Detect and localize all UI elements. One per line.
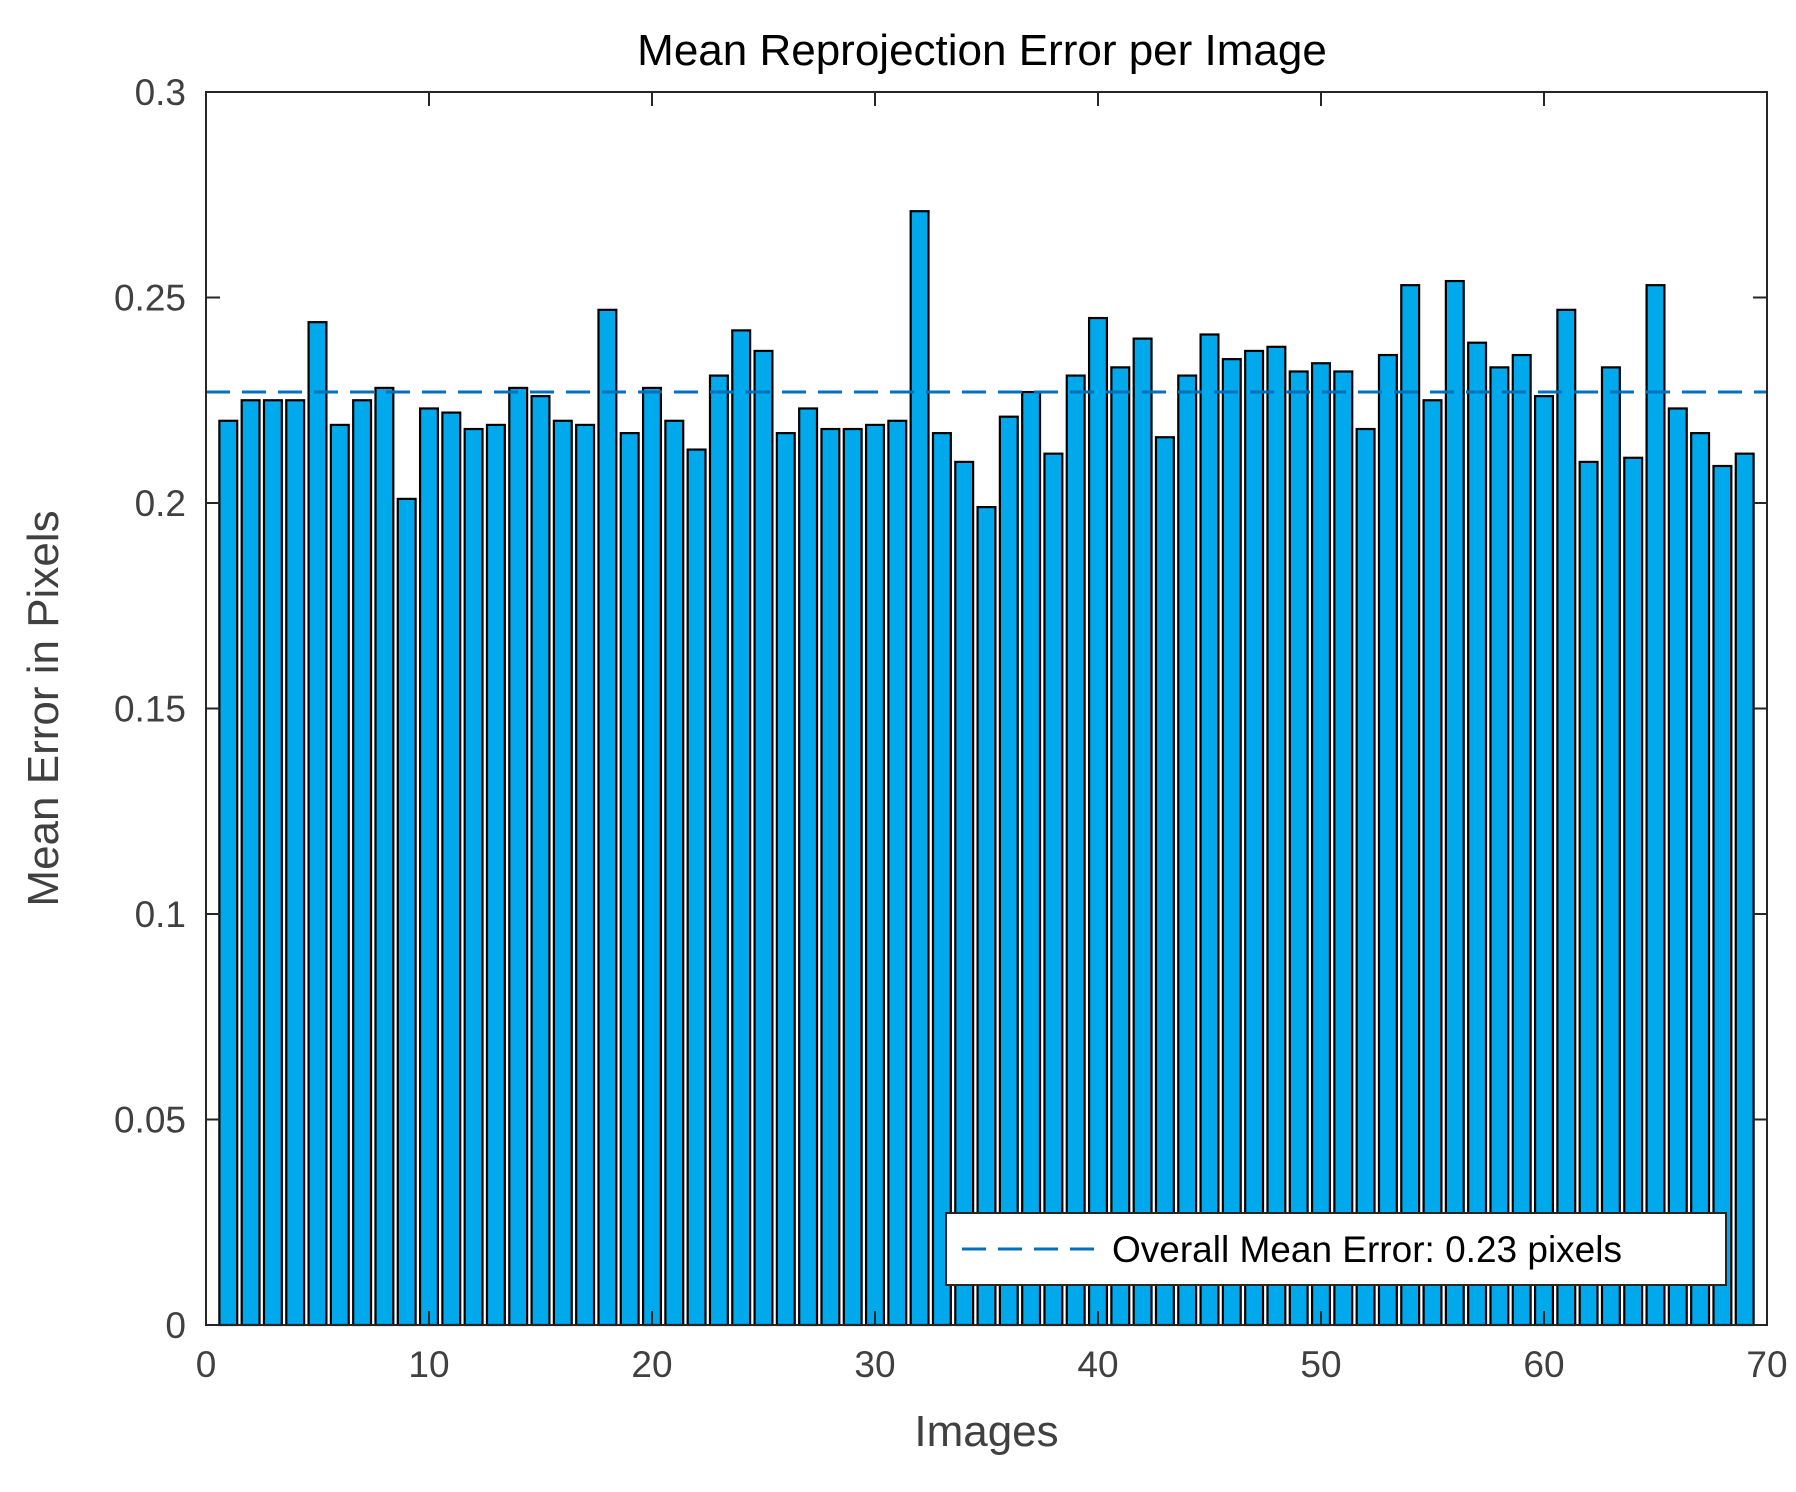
x-axis: 0 10 20 30 40 50 60 70 bbox=[196, 92, 1788, 1385]
bar-image-14 bbox=[508, 386, 529, 1327]
y-axis-title: Mean Error in Pixels bbox=[19, 510, 68, 906]
y-tick-label: 0.2 bbox=[135, 483, 186, 524]
bar-image-12 bbox=[463, 427, 484, 1327]
bar-image-45 bbox=[1199, 333, 1220, 1327]
bar-image-67 bbox=[1690, 432, 1711, 1327]
bar-image-41 bbox=[1110, 366, 1131, 1327]
bar-image-55 bbox=[1422, 399, 1443, 1327]
bar-image-44 bbox=[1177, 374, 1198, 1327]
y-tick-label: 0.1 bbox=[135, 894, 186, 935]
bar-image-35 bbox=[976, 506, 997, 1327]
bar-image-63 bbox=[1600, 366, 1621, 1327]
bar-image-46 bbox=[1221, 358, 1242, 1327]
bar-image-53 bbox=[1377, 353, 1398, 1327]
bar-image-13 bbox=[485, 423, 506, 1327]
bar-image-36 bbox=[998, 415, 1019, 1327]
bar-image-37 bbox=[1021, 390, 1042, 1327]
x-tick-label: 70 bbox=[1746, 1344, 1787, 1385]
y-axis: 0 0.05 0.1 0.15 0.2 0.25 0.3 bbox=[114, 72, 1767, 1346]
bar-image-59 bbox=[1511, 353, 1532, 1327]
bar-image-60 bbox=[1533, 395, 1555, 1327]
bar-image-28 bbox=[820, 427, 841, 1327]
bar-image-42 bbox=[1132, 337, 1153, 1327]
bar-image-40 bbox=[1087, 316, 1109, 1327]
bar-image-49 bbox=[1288, 370, 1309, 1327]
bar-image-62 bbox=[1578, 460, 1599, 1327]
bar-image-27 bbox=[798, 407, 819, 1327]
bar-image-54 bbox=[1400, 284, 1421, 1327]
bar-image-66 bbox=[1667, 407, 1688, 1327]
bar-image-52 bbox=[1355, 427, 1376, 1327]
bar-image-34 bbox=[954, 460, 975, 1327]
bar-image-31 bbox=[887, 419, 908, 1327]
x-tick-label: 20 bbox=[631, 1344, 672, 1385]
bar-image-15 bbox=[530, 395, 551, 1327]
bar-image-48 bbox=[1266, 345, 1287, 1327]
bar-image-57 bbox=[1467, 341, 1488, 1327]
bar-image-4 bbox=[285, 399, 306, 1327]
bar-image-1 bbox=[218, 419, 239, 1327]
x-tick-label: 40 bbox=[1077, 1344, 1118, 1385]
bar-image-47 bbox=[1244, 349, 1265, 1327]
bar-image-7 bbox=[352, 399, 373, 1327]
bar-image-39 bbox=[1065, 374, 1086, 1327]
bar-image-21 bbox=[664, 419, 685, 1327]
bar-image-22 bbox=[686, 448, 707, 1327]
bar-image-8 bbox=[374, 386, 395, 1327]
bar-image-38 bbox=[1043, 452, 1064, 1327]
bar-image-64 bbox=[1623, 456, 1644, 1327]
legend-label: Overall Mean Error: 0.23 pixels bbox=[1112, 1229, 1622, 1270]
y-tick-label: 0.05 bbox=[114, 1100, 186, 1141]
bar-image-5 bbox=[307, 321, 328, 1327]
bar-image-18 bbox=[597, 308, 618, 1327]
y-tick-label: 0 bbox=[165, 1305, 186, 1346]
bar-image-23 bbox=[708, 374, 729, 1327]
x-tick-label: 10 bbox=[408, 1344, 449, 1385]
bar-image-2 bbox=[240, 399, 261, 1327]
x-tick-label: 30 bbox=[854, 1344, 895, 1385]
bar-image-69 bbox=[1734, 452, 1755, 1327]
bar-image-16 bbox=[552, 419, 573, 1327]
bar-image-65 bbox=[1645, 284, 1666, 1327]
bar-image-3 bbox=[262, 399, 283, 1327]
y-tick-label: 0.15 bbox=[114, 689, 186, 730]
bar-image-29 bbox=[842, 427, 863, 1327]
chart-title: Mean Reprojection Error per Image bbox=[637, 26, 1327, 75]
bar-image-33 bbox=[931, 432, 952, 1327]
x-tick-label: 50 bbox=[1300, 1344, 1341, 1385]
legend: Overall Mean Error: 0.23 pixels bbox=[945, 1212, 1727, 1286]
y-tick-label: 0.3 bbox=[135, 72, 186, 113]
x-tick-label: 60 bbox=[1523, 1344, 1564, 1385]
bar-image-61 bbox=[1556, 308, 1577, 1327]
bar-image-51 bbox=[1333, 370, 1354, 1327]
bar-image-56 bbox=[1444, 279, 1465, 1327]
bar-image-10 bbox=[418, 407, 440, 1327]
bar-image-19 bbox=[619, 432, 640, 1327]
bar-image-43 bbox=[1154, 436, 1175, 1327]
y-tick-label: 0.25 bbox=[114, 278, 186, 319]
bar-image-68 bbox=[1712, 464, 1733, 1327]
x-tick-label: 0 bbox=[196, 1344, 217, 1385]
bar-image-11 bbox=[441, 411, 462, 1327]
bar-image-58 bbox=[1489, 366, 1510, 1327]
x-axis-title: Images bbox=[914, 1407, 1058, 1456]
bar-image-30 bbox=[864, 423, 886, 1327]
bar-image-20 bbox=[641, 386, 663, 1327]
bar-image-32 bbox=[909, 210, 930, 1327]
bar-image-26 bbox=[775, 432, 796, 1327]
bar-image-24 bbox=[731, 329, 752, 1327]
bar-image-6 bbox=[329, 423, 350, 1327]
bar-image-17 bbox=[575, 423, 596, 1327]
bar-image-50 bbox=[1310, 362, 1332, 1327]
bar-image-25 bbox=[753, 349, 774, 1327]
bar-image-9 bbox=[396, 497, 417, 1327]
